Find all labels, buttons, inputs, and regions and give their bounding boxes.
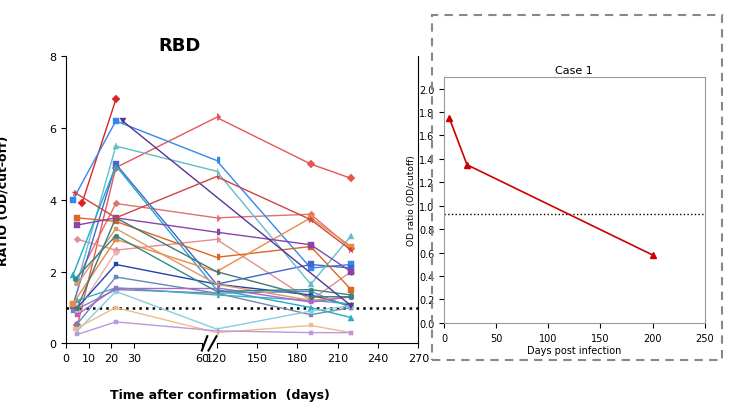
Text: RBD: RBD xyxy=(159,37,201,55)
Title: Case 1: Case 1 xyxy=(556,65,593,76)
Text: Time after confirmation  (days): Time after confirmation (days) xyxy=(110,388,330,401)
Y-axis label: OD ratio (OD/cutoff): OD ratio (OD/cutoff) xyxy=(407,155,416,246)
Y-axis label: RATIO (OD/cut-off): RATIO (OD/cut-off) xyxy=(0,135,9,265)
X-axis label: Days post infection: Days post infection xyxy=(527,346,622,355)
